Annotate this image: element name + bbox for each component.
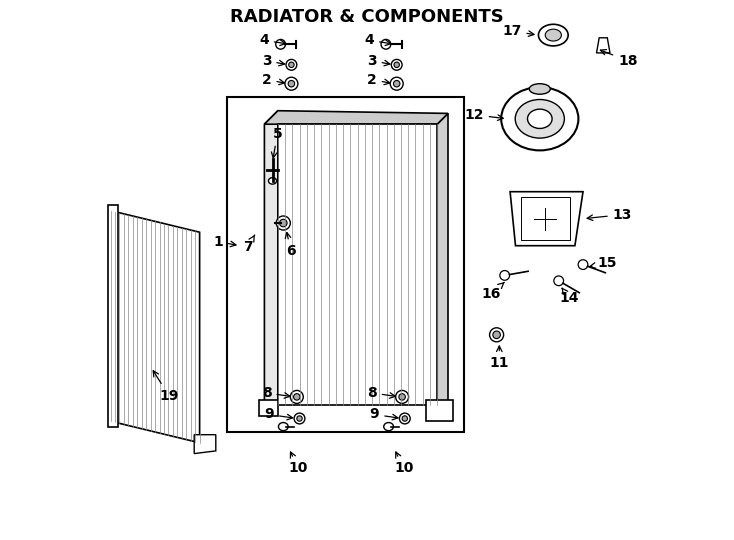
Text: 14: 14 — [560, 288, 579, 306]
Bar — [278, 124, 437, 405]
Polygon shape — [259, 400, 278, 416]
Bar — [521, 197, 570, 240]
Ellipse shape — [384, 422, 393, 431]
Polygon shape — [195, 435, 216, 454]
Ellipse shape — [515, 99, 564, 138]
Text: 13: 13 — [587, 208, 632, 222]
Text: 15: 15 — [590, 256, 617, 271]
Ellipse shape — [278, 422, 288, 431]
Ellipse shape — [490, 328, 504, 342]
Text: 8: 8 — [262, 386, 290, 400]
Text: 16: 16 — [482, 282, 504, 301]
Text: 9: 9 — [264, 408, 293, 422]
Text: 4: 4 — [364, 33, 391, 48]
Ellipse shape — [402, 416, 407, 421]
Text: 1: 1 — [213, 235, 236, 249]
Ellipse shape — [554, 276, 564, 286]
Ellipse shape — [294, 413, 305, 424]
Text: 10: 10 — [288, 452, 308, 476]
Ellipse shape — [294, 394, 300, 400]
Ellipse shape — [529, 84, 550, 94]
Ellipse shape — [391, 59, 402, 70]
Text: 10: 10 — [394, 452, 413, 476]
Bar — [108, 205, 117, 427]
Polygon shape — [264, 111, 448, 124]
Ellipse shape — [288, 62, 294, 68]
Ellipse shape — [399, 394, 405, 400]
Text: RADIATOR & COMPONENTS: RADIATOR & COMPONENTS — [230, 8, 504, 26]
Polygon shape — [111, 211, 200, 443]
Ellipse shape — [390, 77, 403, 90]
Text: 5: 5 — [272, 127, 283, 158]
Ellipse shape — [269, 178, 277, 184]
Text: 19: 19 — [153, 371, 178, 403]
Ellipse shape — [276, 216, 291, 230]
Text: 17: 17 — [502, 24, 534, 38]
Text: 11: 11 — [490, 346, 509, 370]
Ellipse shape — [393, 80, 400, 87]
Text: 3: 3 — [367, 54, 390, 68]
Ellipse shape — [396, 390, 409, 403]
Ellipse shape — [291, 390, 303, 403]
Text: 12: 12 — [464, 108, 504, 122]
Ellipse shape — [280, 219, 287, 227]
Ellipse shape — [545, 29, 562, 41]
Ellipse shape — [500, 271, 509, 280]
Ellipse shape — [381, 39, 390, 49]
Ellipse shape — [528, 109, 552, 129]
Text: 3: 3 — [262, 54, 285, 68]
Ellipse shape — [286, 59, 297, 70]
Ellipse shape — [578, 260, 588, 269]
Ellipse shape — [399, 413, 410, 424]
Text: 4: 4 — [259, 33, 286, 48]
Bar — [227, 97, 464, 432]
Ellipse shape — [285, 77, 298, 90]
Polygon shape — [264, 111, 278, 405]
Polygon shape — [510, 192, 583, 246]
Ellipse shape — [288, 80, 294, 87]
Ellipse shape — [276, 39, 286, 49]
Ellipse shape — [539, 24, 568, 46]
Text: 9: 9 — [370, 408, 398, 422]
Ellipse shape — [501, 87, 578, 150]
Ellipse shape — [394, 62, 399, 68]
Text: 6: 6 — [286, 233, 296, 259]
Text: 7: 7 — [243, 235, 255, 254]
Polygon shape — [426, 400, 454, 421]
Text: 8: 8 — [367, 386, 396, 400]
Ellipse shape — [493, 331, 501, 339]
Text: 2: 2 — [262, 73, 285, 87]
Polygon shape — [597, 38, 610, 53]
Text: 2: 2 — [367, 73, 390, 87]
Ellipse shape — [297, 416, 302, 421]
Polygon shape — [437, 113, 448, 405]
Text: 18: 18 — [600, 50, 638, 68]
